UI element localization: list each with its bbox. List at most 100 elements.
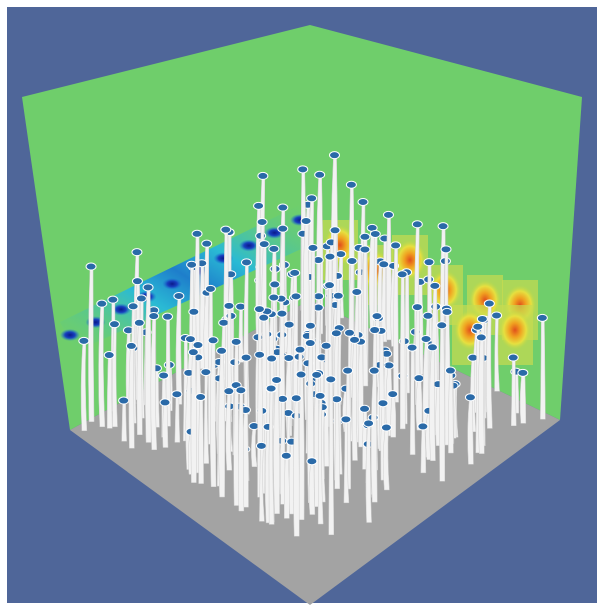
- cap: [363, 419, 375, 428]
- cap: [351, 287, 363, 296]
- cap: [464, 393, 476, 402]
- column: [390, 393, 397, 438]
- cap: [131, 277, 143, 286]
- cold-spot: [238, 239, 259, 252]
- cap: [377, 399, 389, 408]
- cap: [371, 312, 383, 321]
- hot-spot: [499, 310, 531, 350]
- cap: [368, 366, 380, 375]
- cap: [313, 292, 325, 301]
- cap: [131, 248, 143, 257]
- cap: [223, 301, 235, 310]
- cap: [254, 350, 266, 359]
- cap: [406, 343, 418, 352]
- cap: [396, 270, 408, 279]
- cap: [290, 394, 302, 403]
- cap: [422, 311, 434, 320]
- cap: [476, 314, 488, 323]
- cap: [158, 371, 170, 380]
- cap: [369, 229, 381, 238]
- cap: [257, 171, 269, 180]
- column: [238, 389, 245, 512]
- column: [415, 377, 423, 431]
- cap: [357, 197, 369, 206]
- column: [283, 455, 290, 519]
- cold-spot: [162, 277, 183, 290]
- cap: [314, 170, 326, 179]
- cold-spot: [111, 303, 132, 316]
- cap: [107, 295, 119, 304]
- cap: [283, 353, 295, 362]
- cap: [436, 321, 448, 330]
- cap: [188, 307, 200, 316]
- column: [144, 287, 152, 443]
- cap: [387, 390, 399, 399]
- cap: [331, 395, 343, 404]
- cap: [269, 280, 281, 289]
- cap: [135, 294, 147, 303]
- cap: [266, 354, 278, 363]
- cap: [342, 366, 354, 375]
- cap: [216, 346, 228, 355]
- cap: [186, 260, 198, 269]
- cap: [240, 353, 252, 362]
- cap: [426, 343, 438, 352]
- cap: [295, 370, 307, 379]
- column: [174, 393, 181, 443]
- column: [209, 340, 217, 487]
- cap: [300, 216, 312, 225]
- cap: [359, 232, 371, 241]
- cap: [345, 180, 357, 189]
- column: [273, 379, 280, 514]
- column: [420, 426, 427, 474]
- cap: [359, 245, 371, 254]
- cap: [192, 341, 204, 350]
- cold-spot: [60, 329, 80, 341]
- cap: [441, 307, 453, 316]
- cap: [207, 336, 219, 345]
- column: [439, 325, 446, 482]
- cap: [235, 386, 247, 395]
- cap: [325, 375, 337, 384]
- column: [308, 460, 316, 515]
- cap: [276, 309, 288, 318]
- cap: [127, 302, 139, 311]
- cap: [320, 341, 332, 350]
- cap: [187, 348, 199, 357]
- cap: [258, 240, 270, 249]
- column: [128, 345, 135, 449]
- cap: [311, 370, 323, 379]
- cap: [204, 284, 216, 293]
- cap: [304, 339, 316, 348]
- cap: [283, 320, 295, 329]
- cap: [444, 366, 456, 375]
- cap: [268, 244, 280, 253]
- cap: [108, 320, 120, 329]
- column: [136, 322, 143, 435]
- cap: [253, 201, 265, 210]
- cap: [340, 415, 352, 424]
- cap: [277, 203, 289, 212]
- cap: [159, 398, 171, 407]
- column: [198, 396, 204, 484]
- cap: [483, 299, 495, 308]
- cap: [142, 283, 154, 292]
- cap: [346, 256, 358, 265]
- cap: [329, 226, 341, 235]
- cap: [277, 224, 289, 233]
- cap: [258, 313, 270, 322]
- column: [519, 372, 527, 424]
- cap: [191, 229, 203, 238]
- cap: [280, 451, 292, 460]
- cap: [517, 368, 529, 377]
- cap: [171, 390, 183, 399]
- cap: [324, 281, 336, 290]
- cap: [290, 292, 302, 301]
- cap: [307, 243, 319, 252]
- column: [334, 398, 340, 490]
- column: [393, 245, 399, 403]
- cap: [96, 299, 108, 308]
- cap: [335, 250, 347, 259]
- cap: [314, 391, 326, 400]
- column: [328, 379, 335, 536]
